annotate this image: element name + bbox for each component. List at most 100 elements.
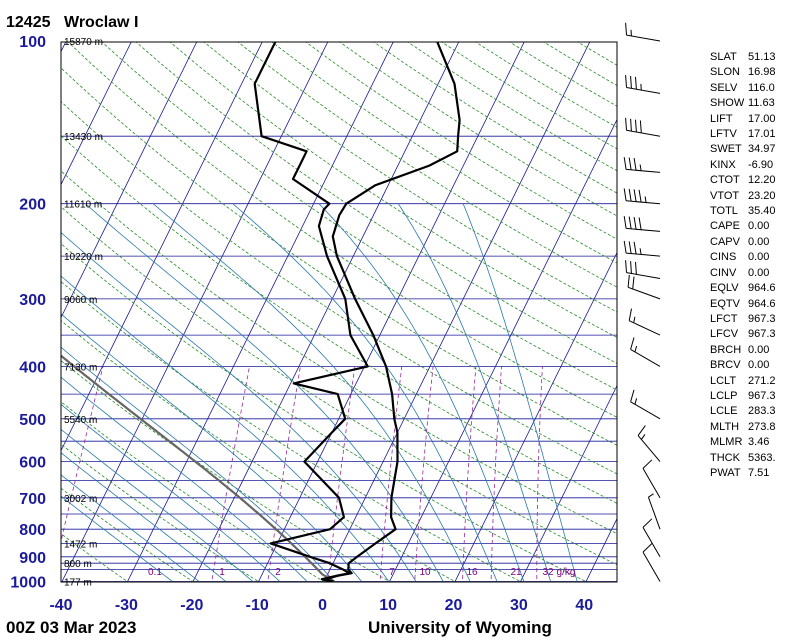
index-row: TOTL 35.40 xyxy=(710,204,798,219)
pressure-tick-label: 700 xyxy=(19,491,46,508)
moist-adiabat-line xyxy=(85,203,444,582)
index-value: 17.01 xyxy=(748,128,776,141)
temperature-line xyxy=(324,42,461,582)
index-name: LIFT xyxy=(710,112,733,125)
mixing-ratio-line xyxy=(462,366,477,582)
wind-barb-flag xyxy=(630,118,632,132)
index-name: LCLE xyxy=(710,405,738,418)
dry-adiabat-line xyxy=(61,135,617,504)
wind-barb xyxy=(642,459,661,499)
index-row: SWET 34.97 xyxy=(710,142,798,157)
index-value: 271.2 xyxy=(748,374,776,387)
moist-adiabat-line xyxy=(61,428,254,582)
wind-barb-flag xyxy=(638,217,642,230)
index-row: LFCV 967.3 xyxy=(710,327,798,342)
index-value: 11.63 xyxy=(748,97,775,110)
index-name: LFTV xyxy=(710,128,737,141)
temperature-tick-label: -10 xyxy=(246,597,269,614)
wind-barb-flag xyxy=(625,117,627,131)
mixing-ratio-line xyxy=(536,366,543,582)
wind-barb-flag xyxy=(635,119,637,133)
index-value: 0.00 xyxy=(748,220,770,233)
height-label: 177 m xyxy=(64,578,92,589)
observation-time: 00Z 03 Mar 2023 xyxy=(6,618,136,637)
wind-barb-half-flag xyxy=(634,345,638,353)
wind-barb-flag xyxy=(635,76,637,90)
index-row: KINX -6.90 xyxy=(710,158,798,173)
dry-adiabat-line xyxy=(67,42,617,418)
wind-barb-flag xyxy=(625,22,627,36)
wind-barb-half-flag xyxy=(648,493,654,498)
wind-barb-half-flag xyxy=(633,316,636,323)
index-row: SHOW 11.63 xyxy=(710,96,798,111)
height-label: 11610 m xyxy=(64,200,102,211)
mixing-ratio-line xyxy=(379,366,403,582)
isotherm-line xyxy=(519,384,617,582)
index-value: 964.6 xyxy=(748,282,776,295)
index-value: 0.00 xyxy=(748,235,770,248)
wind-barb xyxy=(630,389,661,420)
index-value: 283.3 xyxy=(748,405,776,418)
wind-barb-half-flag xyxy=(639,248,642,255)
height-label: 3002 m xyxy=(64,494,97,505)
moist-adiabat-line xyxy=(61,232,417,582)
wind-barb-staff xyxy=(626,168,661,173)
wind-barb-staff xyxy=(642,468,661,499)
temperature-tick-label: 0 xyxy=(318,597,327,614)
index-name: SLON xyxy=(710,66,740,79)
index-name: TOTL xyxy=(710,205,738,218)
index-row: BRCV 0.00 xyxy=(710,358,798,373)
wind-barb xyxy=(625,22,661,42)
index-row: PWAT 7.51 xyxy=(710,466,798,481)
moist-adiabat-line xyxy=(61,313,363,582)
wind-barb-flag xyxy=(632,276,635,290)
index-name: LCLP xyxy=(710,389,738,402)
wind-barb-staff xyxy=(637,435,661,462)
wind-barb-flag xyxy=(623,240,627,254)
wind-barb-staff xyxy=(626,252,661,257)
wind-barb-flag xyxy=(642,518,653,528)
mixing-ratio-label: 10 xyxy=(419,567,431,578)
index-row: SELV 116.0 xyxy=(710,81,798,96)
index-name: LFCV xyxy=(710,328,739,341)
index-value: 0.00 xyxy=(748,343,770,356)
moist-adiabat-line xyxy=(397,203,552,582)
wind-barb-staff xyxy=(642,551,661,582)
wind-barb xyxy=(630,337,661,367)
index-row: BRCH 0.00 xyxy=(710,343,798,358)
index-value: 967.3 xyxy=(748,328,776,341)
isotherm-line xyxy=(61,42,132,186)
wind-barb-flag xyxy=(628,188,632,202)
wind-barb xyxy=(625,117,661,137)
index-row: LFCT 967.3 xyxy=(710,312,798,327)
wind-barb xyxy=(625,260,661,279)
wind-barb xyxy=(623,240,661,257)
wind-barb xyxy=(647,493,661,530)
index-name: CINS xyxy=(710,251,737,264)
wind-barb-flag xyxy=(637,425,646,436)
wind-barb xyxy=(642,543,661,582)
index-value: 967.3 xyxy=(748,389,776,402)
wind-barb xyxy=(642,518,661,558)
index-value: 5363. xyxy=(748,451,776,464)
index-name: MLMR xyxy=(710,436,743,449)
isotherm-line xyxy=(192,42,460,582)
isotherm-line xyxy=(323,42,591,582)
index-value: 34.97 xyxy=(748,143,776,156)
pressure-tick-label: 100 xyxy=(19,34,46,51)
temperature-tick-label: 20 xyxy=(445,597,463,614)
mixing-ratio-label: 2 xyxy=(275,567,281,578)
wind-barb-flag xyxy=(627,274,630,288)
index-row: LCLT 271.2 xyxy=(710,374,798,389)
dry-adiabat-line xyxy=(61,281,523,582)
isotherm-line xyxy=(61,42,67,53)
wind-barb xyxy=(623,157,661,173)
moist-adiabat-line xyxy=(61,452,228,582)
isotherm-line xyxy=(0,41,1,593)
wind-barb-staff xyxy=(626,272,661,279)
temperature-tick-label: 30 xyxy=(510,597,528,614)
wind-barb-staff xyxy=(642,527,661,558)
temperature-tick-label: -40 xyxy=(49,597,72,614)
